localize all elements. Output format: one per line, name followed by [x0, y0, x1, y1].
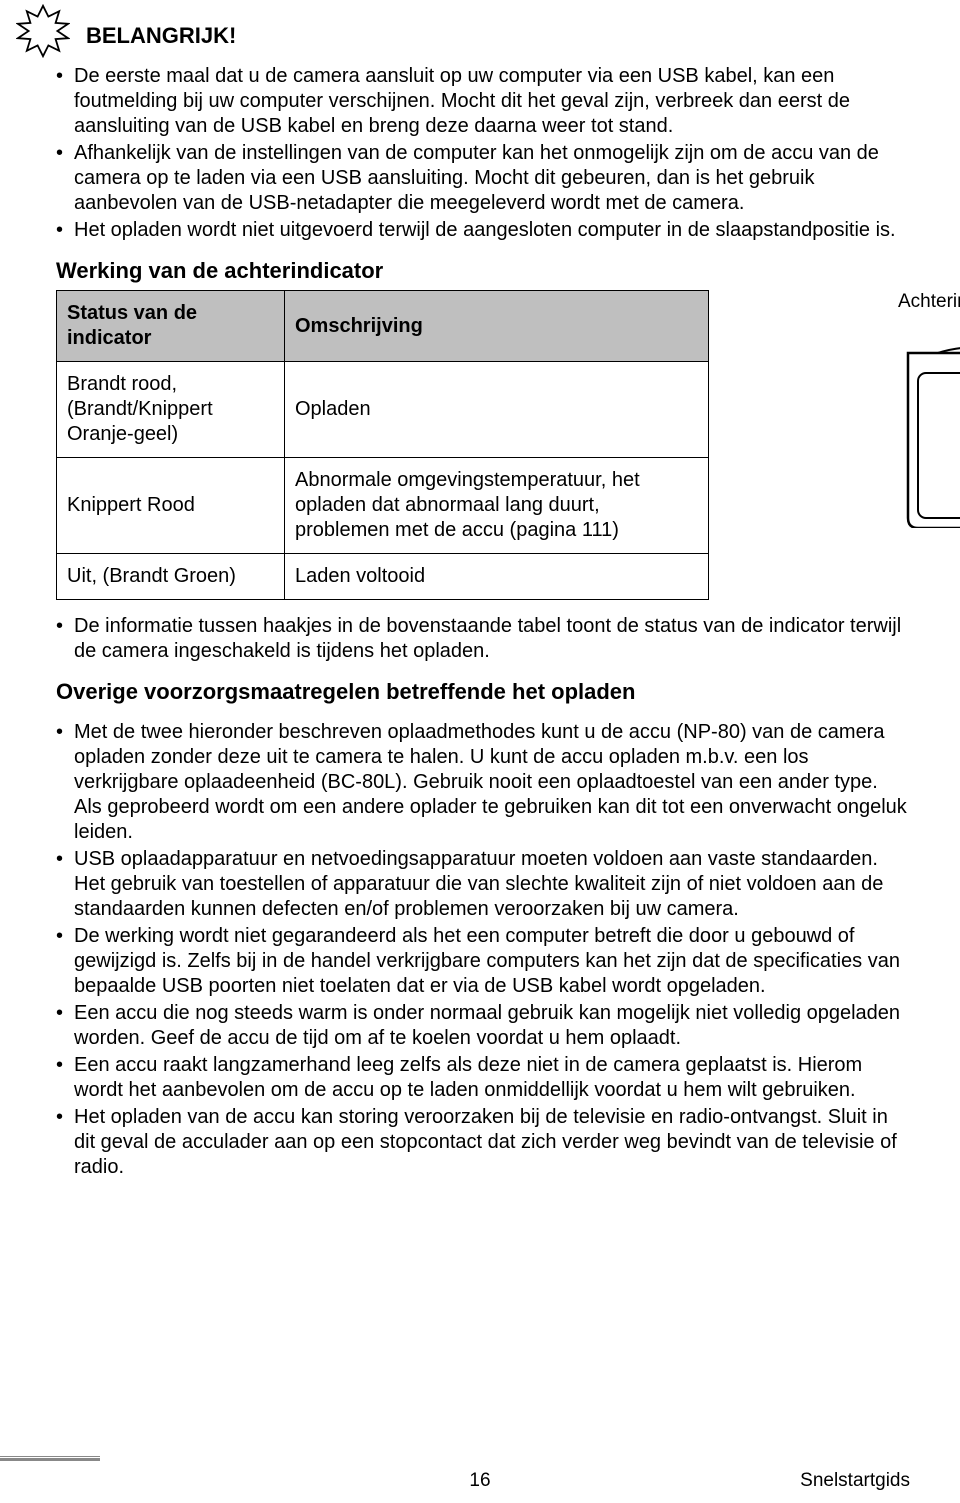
cell-status: Knippert Rood	[57, 458, 285, 554]
cell-desc: Abnormale omgevingstemperatuur, het opla…	[285, 458, 709, 554]
cell-status: Uit, (Brandt Groen)	[57, 554, 285, 600]
bullet-item: USB oplaadapparatuur en netvoedingsappar…	[56, 847, 910, 922]
page-number: 16	[469, 1469, 490, 1493]
cell-status: Brandt rood, (Brandt/Knippert Oranje-gee…	[57, 362, 285, 458]
bullet-item: Het opladen wordt niet uitgevoerd terwij…	[56, 218, 910, 243]
bullet-item: Met de twee hieronder beschreven oplaadm…	[56, 720, 910, 845]
table-container: Status van de indicator Omschrijving Bra…	[56, 290, 910, 600]
top-bullet-list: De eerste maal dat u de camera aansluit …	[56, 64, 910, 243]
camera-diagram: DISP SET	[898, 318, 960, 528]
cell-desc: Opladen	[285, 362, 709, 458]
bottom-bullet-list: Met de twee hieronder beschreven oplaadm…	[56, 720, 910, 1180]
indicator-table: Status van de indicator Omschrijving Bra…	[56, 290, 709, 600]
cell-desc: Laden voltooid	[285, 554, 709, 600]
bullet-item: Een accu raakt langzamerhand leeg zelfs …	[56, 1053, 910, 1103]
footer-rule	[0, 1456, 100, 1461]
th-status: Status van de indicator	[57, 291, 285, 362]
starburst-icon	[16, 4, 70, 58]
bullet-item: De eerste maal dat u de camera aansluit …	[56, 64, 910, 139]
section-title-indicator: Werking van de achterindicator	[56, 257, 910, 285]
bullet-item: De werking wordt niet gegarandeerd als h…	[56, 924, 910, 999]
diagram-label: Achterindicator	[898, 290, 960, 314]
camera-diagram-area: Achterindicator DISP SET	[898, 290, 960, 535]
footer-guide-name: Snelstartgids	[800, 1469, 910, 1493]
bullet-item: Een accu die nog steeds warm is onder no…	[56, 1001, 910, 1051]
bullet-item: De informatie tussen haakjes in de boven…	[56, 614, 910, 664]
table-row: Knippert Rood Abnormale omgevingstempera…	[57, 458, 709, 554]
table-row: Uit, (Brandt Groen) Laden voltooid	[57, 554, 709, 600]
table-row: Brandt rood, (Brandt/Knippert Oranje-gee…	[57, 362, 709, 458]
th-desc: Omschrijving	[285, 291, 709, 362]
important-heading: BELANGRIJK!	[86, 22, 910, 50]
note-after-table: De informatie tussen haakjes in de boven…	[56, 614, 910, 664]
bullet-item: Afhankelijk van de instellingen van de c…	[56, 141, 910, 216]
bullet-item: Het opladen van de accu kan storing vero…	[56, 1105, 910, 1180]
section-title-precautions: Overige voorzorgsmaatregelen betreffende…	[56, 678, 910, 706]
